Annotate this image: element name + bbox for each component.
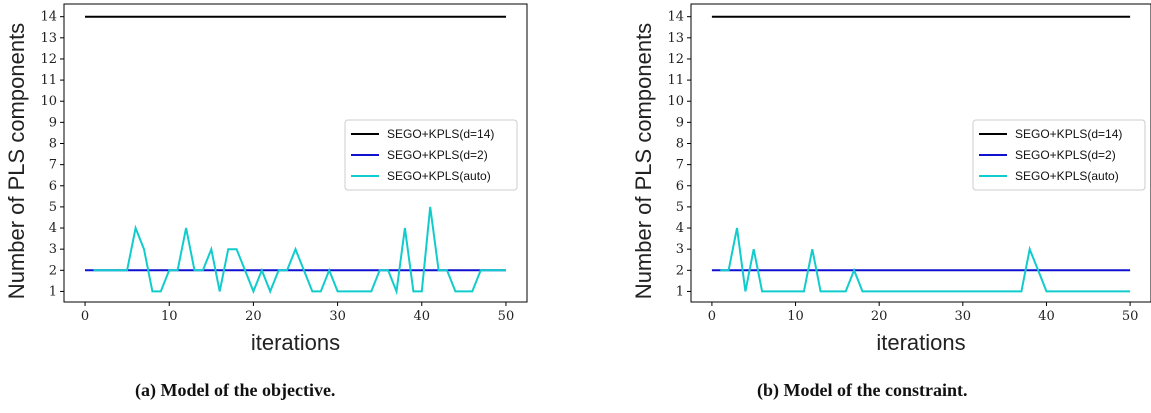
y-tick-label: 5 xyxy=(676,200,684,215)
series-line-3 xyxy=(93,206,506,296)
y-axis-label: Number of PLS components xyxy=(4,23,29,299)
y-tick-label: 1 xyxy=(49,284,57,299)
y-tick-label: 12 xyxy=(40,52,57,67)
caption-a: (a) Model of the objective. xyxy=(135,380,336,400)
y-tick-label: 3 xyxy=(49,242,57,257)
x-tick-label: 0 xyxy=(81,309,89,324)
y-tick-label: 12 xyxy=(667,52,684,67)
y-tick-label: 8 xyxy=(676,136,684,151)
y-tick-label: 8 xyxy=(49,136,57,151)
x-tick-label: 50 xyxy=(1122,309,1139,324)
x-tick-label: 50 xyxy=(498,309,515,324)
y-tick-label: 7 xyxy=(49,158,57,173)
x-tick-label: 20 xyxy=(245,309,262,324)
legend-label: SEGO+KPLS(auto) xyxy=(1015,169,1119,183)
legend-box xyxy=(972,119,1146,191)
caption-b: (b) Model of the constraint. xyxy=(757,380,968,400)
y-tick-label: 3 xyxy=(676,242,684,257)
x-tick-label: 30 xyxy=(329,309,346,324)
y-tick-label: 6 xyxy=(676,179,684,194)
y-tick-label: 14 xyxy=(40,10,57,25)
y-tick-label: 11 xyxy=(667,73,684,88)
plot-frame xyxy=(690,3,1151,303)
x-tick-label: 10 xyxy=(161,309,178,324)
y-tick-label: 9 xyxy=(676,115,684,130)
legend-box xyxy=(344,119,518,191)
x-tick-label: 40 xyxy=(1038,309,1055,324)
x-tick-label: 10 xyxy=(787,309,804,324)
x-tick-label: 40 xyxy=(413,309,430,324)
y-tick-label: 7 xyxy=(676,158,684,173)
y-tick-label: 1 xyxy=(676,284,684,299)
x-axis-label: iterations xyxy=(876,330,965,355)
y-tick-label: 2 xyxy=(49,263,57,278)
y-axis-label: Number of PLS components xyxy=(631,23,656,299)
y-tick-label: 4 xyxy=(49,221,57,236)
y-tick-label: 10 xyxy=(667,94,684,109)
y-tick-label: 10 xyxy=(40,94,57,109)
legend-label: SEGO+KPLS(d=14) xyxy=(387,127,494,141)
legend-label: SEGO+KPLS(d=14) xyxy=(1015,127,1122,141)
x-tick-label: 30 xyxy=(955,309,972,324)
y-tick-label: 4 xyxy=(676,221,684,236)
legend-label: SEGO+KPLS(d=2) xyxy=(1015,148,1116,162)
y-tick-label: 2 xyxy=(676,263,684,278)
legend-label: SEGO+KPLS(auto) xyxy=(387,169,491,183)
y-tick-label: 6 xyxy=(49,179,57,194)
y-tick-label: 5 xyxy=(49,200,57,215)
y-tick-label: 11 xyxy=(40,73,57,88)
x-tick-label: 20 xyxy=(871,309,888,324)
x-axis-label: iterations xyxy=(251,330,340,355)
legend-label: SEGO+KPLS(d=2) xyxy=(387,148,488,162)
plot-frame xyxy=(63,3,528,303)
series-line-3 xyxy=(720,227,1131,293)
y-tick-label: 14 xyxy=(667,10,684,25)
y-tick-label: 9 xyxy=(49,115,57,130)
y-tick-label: 13 xyxy=(667,31,684,46)
x-tick-label: 0 xyxy=(708,309,716,324)
y-tick-label: 13 xyxy=(40,31,57,46)
